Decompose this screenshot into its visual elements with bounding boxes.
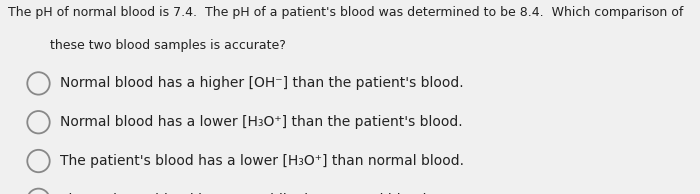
Text: The patient's blood is more acidic than normal blood.: The patient's blood is more acidic than … [60,193,430,194]
Text: The pH of normal blood is 7.4.  The pH of a patient's blood was determined to be: The pH of normal blood is 7.4. The pH of… [8,6,684,19]
Text: these two blood samples is accurate?: these two blood samples is accurate? [50,39,286,52]
Text: The patient's blood has a lower [H₃O⁺] than normal blood.: The patient's blood has a lower [H₃O⁺] t… [60,154,463,168]
Text: Normal blood has a higher [OH⁻] than the patient's blood.: Normal blood has a higher [OH⁻] than the… [60,76,463,90]
Text: Normal blood has a lower [H₃O⁺] than the patient's blood.: Normal blood has a lower [H₃O⁺] than the… [60,115,462,129]
